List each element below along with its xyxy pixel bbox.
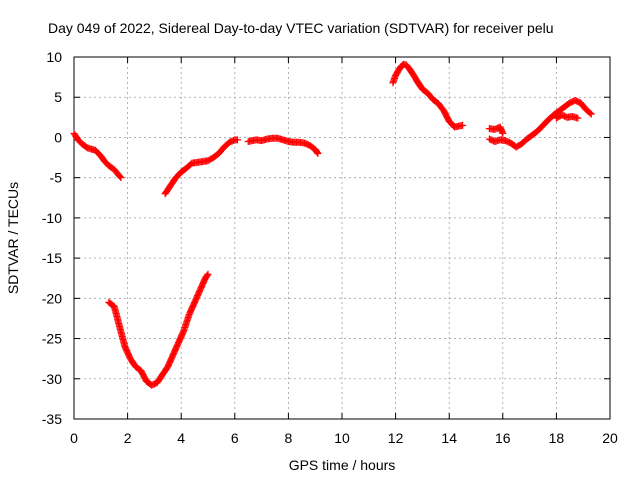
y-tick-label: 0 [54,129,62,145]
data-point-marker [204,270,212,278]
axis-tick-labels: 0 2 4 6 8 10 12 14 16 18 20 -35 -30 -25 -20 -15 -10 -5 0 5 1… [42,49,618,446]
series-arc1 [70,129,125,182]
y-axis-title: SDTVAR / TECUs [5,182,21,294]
y-tick-label: 5 [54,89,62,105]
x-tick-label: 10 [334,430,350,446]
x-axis-title: GPS time / hours [289,457,396,473]
data-point-marker [459,121,467,129]
chart-title: Day 049 of 2022, Sidereal Day-to-day VTE… [48,20,554,36]
data-series [70,60,595,389]
data-point-marker [314,150,322,158]
x-tick-label: 0 [70,430,78,446]
series-arc2 [105,270,212,389]
axis-ticks [73,56,611,420]
data-point-marker [203,271,211,279]
data-point-marker [117,174,125,182]
grid [74,57,610,419]
y-tick-label: -20 [42,290,62,306]
x-tick-label: 16 [495,430,511,446]
data-point-marker [574,114,582,122]
series-arc6 [485,123,507,137]
data-point-marker [313,149,321,157]
y-tick-label: 10 [46,49,62,65]
y-tick-label: -10 [42,210,62,226]
data-point-marker [587,110,595,118]
data-point-marker [586,109,594,117]
x-tick-label: 6 [231,430,239,446]
series-arc3 [161,136,241,198]
data-point-marker [233,136,241,144]
data-point-marker [116,173,124,181]
y-tick-label: -15 [42,250,62,266]
x-tick-label: 2 [124,430,132,446]
y-tick-label: -30 [42,371,62,387]
series-arc4 [244,134,322,158]
x-tick-label: 18 [549,430,565,446]
x-tick-label: 20 [602,430,618,446]
y-tick-label: -25 [42,331,62,347]
x-tick-label: 14 [441,430,457,446]
series-arc5 [389,60,467,131]
series-arc8 [552,111,582,122]
x-tick-label: 4 [177,430,185,446]
y-tick-label: -5 [50,170,63,186]
y-tick-label: -35 [42,411,62,427]
x-tick-label: 8 [285,430,293,446]
data-point-marker [499,129,507,137]
x-tick-label: 12 [388,430,404,446]
series-arc7 [485,96,595,151]
